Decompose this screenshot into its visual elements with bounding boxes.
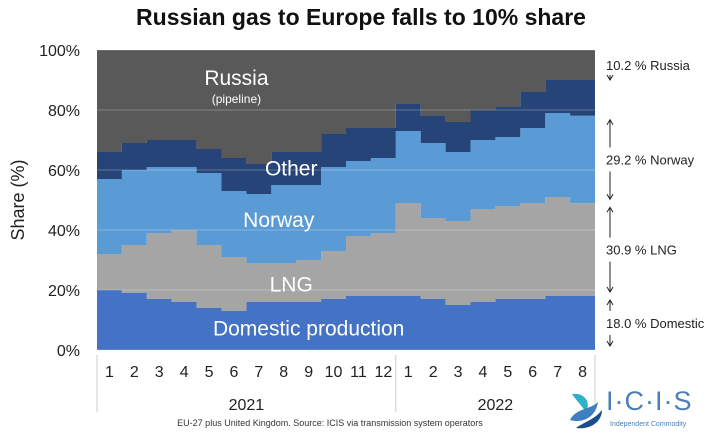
share-annotations: 10.2 % Russia 29.2 % Norway 30.9 % LNG 18.0… [606, 58, 705, 347]
annotation-arrowhead [606, 286, 614, 293]
x-tick-label: 7 [553, 364, 562, 381]
annotation-arrowhead [606, 194, 614, 201]
x-tick-label: 4 [478, 364, 487, 381]
annotation-label: 10.2 % Russia [606, 58, 691, 73]
y-tick-label: 80% [48, 103, 80, 120]
annotation-label: 29.2 % Norway [606, 153, 695, 168]
x-tick-label: 6 [528, 364, 537, 381]
area-label: LNG [270, 273, 313, 296]
x-tick-label: 4 [180, 364, 189, 381]
area-russia [97, 50, 595, 164]
y-tick-label: 100% [39, 43, 80, 60]
area-label: Domestic production [213, 317, 404, 340]
area-sublabel: (pipeline) [212, 92, 261, 106]
x-tick-label: 1 [105, 364, 114, 381]
annotation-label: 18.0 % Domestic [606, 316, 705, 331]
x-tick-label: 10 [325, 364, 343, 381]
y-tick-label: 40% [48, 223, 80, 240]
x-tick-label: 1 [404, 364, 413, 381]
x-tick-label: 6 [229, 364, 238, 381]
y-tick-label: 20% [48, 283, 80, 300]
x-tick-label: 7 [254, 364, 263, 381]
annotation-arrowhead [606, 118, 614, 125]
annotation-arrowhead [606, 74, 614, 81]
chart-title: Russian gas to Europe falls to 10% share [136, 4, 586, 30]
x-tick-label: 12 [374, 364, 392, 381]
area-other [97, 80, 595, 194]
y-tick-label: 60% [48, 163, 80, 180]
x-tick-label: 5 [205, 364, 214, 381]
y-axis: 0% 20% 40% 60% 80% 100% Share (%) [8, 43, 80, 360]
area-layers [97, 50, 595, 350]
y-tick-label: 0% [57, 343, 80, 360]
logo-wordmark: I·C·I·S [606, 386, 693, 416]
year-label: 2022 [478, 397, 514, 414]
x-tick-label: 8 [279, 364, 288, 381]
area-label: Other [265, 158, 318, 181]
source-note: EU-27 plus United Kingdom. Source: ICIS … [177, 418, 483, 428]
x-tick-label: 5 [503, 364, 512, 381]
annotation-label: 30.9 % LNG [606, 243, 677, 258]
x-tick-label: 3 [454, 364, 463, 381]
x-tick-label: 3 [155, 364, 164, 381]
area-lng [97, 197, 595, 311]
area-labels: Russia (pipeline) Other Norway LNG Domestic p… [204, 67, 404, 340]
x-tick-label: 2 [130, 364, 139, 381]
logo-tagline: Independent Commodity [610, 421, 687, 428]
icis-logo: I·C·I·S Independent Commodity [566, 386, 716, 434]
x-tick-label: 2 [429, 364, 438, 381]
year-label: 2021 [229, 397, 265, 414]
area-label: Norway [243, 209, 315, 232]
x-tick-label: 8 [578, 364, 587, 381]
x-tick-label: 9 [304, 364, 313, 381]
area-label: Russia [204, 67, 269, 90]
y-axis-label: Share (%) [8, 159, 28, 240]
logo-swirl-icon [570, 393, 602, 429]
annotation-arrowhead [606, 299, 614, 306]
x-tick-label: 11 [350, 364, 367, 381]
annotation-arrowhead [606, 206, 614, 213]
annotation-arrowhead [606, 340, 614, 347]
gridlines [97, 49, 595, 351]
